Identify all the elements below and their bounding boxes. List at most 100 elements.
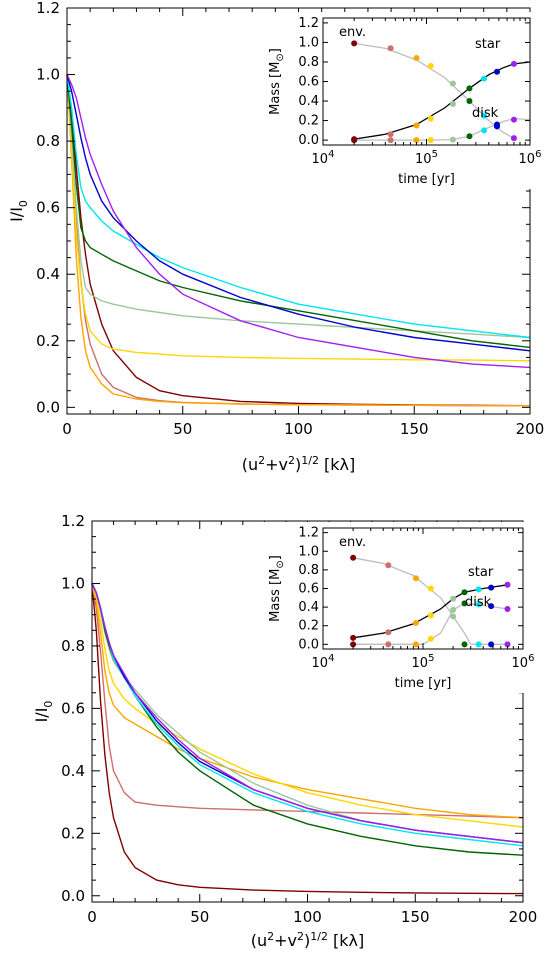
inset-point-env — [427, 585, 434, 592]
inset-y-tick-label: 1.0 — [298, 35, 319, 50]
x-axis-label: (u2+v2)1/2 [kλ] — [242, 454, 356, 474]
inset-chart: 104 105 106 0.0 0.2 0.4 0.6 0.8 1.0 1.2 time [yr] M… — [253, 12, 541, 189]
inset-y-tick-label: 0.8 — [298, 563, 319, 578]
series-line-1 — [91, 583, 524, 819]
series-line-3 — [66, 74, 531, 362]
inset-x-tick-label: 105 — [412, 653, 435, 671]
inset-y-tick-label: 0.0 — [298, 133, 319, 148]
series-line-0 — [91, 583, 524, 895]
inset-point-env — [504, 641, 511, 648]
inset-point-star — [510, 60, 517, 67]
inset-x-tick-label: 105 — [415, 149, 438, 167]
inset-point-env — [481, 112, 488, 119]
inset-point-disk — [385, 641, 392, 648]
y-tick-label: 0.8 — [61, 637, 85, 655]
inset-point-star — [488, 584, 495, 591]
inset-point-disk — [449, 136, 456, 143]
inset-point-disk — [481, 127, 488, 134]
inset-point-disk — [488, 603, 495, 610]
inset-point-disk — [466, 133, 473, 140]
x-tick-label: 50 — [173, 420, 192, 438]
x-tick-label: 200 — [516, 420, 545, 438]
inset-point-env — [412, 575, 419, 582]
inset-point-star — [449, 100, 456, 107]
y-tick-label: 0.8 — [36, 132, 60, 150]
y-tick-label: 1.2 — [36, 0, 60, 17]
inset-chart: 104 105 106 0.0 0.2 0.4 0.6 0.8 1.0 1.2 time [yr] M… — [253, 522, 534, 693]
x-tick-label: 200 — [509, 908, 538, 926]
inset-y-tick-label: 0.6 — [298, 75, 319, 90]
series-line-2 — [91, 583, 524, 819]
series-line-8 — [91, 583, 524, 844]
series-group — [66, 74, 531, 407]
y-axis-label: I/I0 — [32, 701, 55, 723]
y-tick-label: 1.0 — [36, 66, 60, 84]
inset-y-tick-label: 0.4 — [298, 600, 319, 615]
series-line-8 — [66, 74, 531, 369]
inset-point-disk — [413, 137, 420, 144]
series-line-2 — [66, 74, 530, 407]
inset-point-star — [427, 612, 434, 619]
y-tick-label: 0.0 — [36, 398, 60, 416]
y-tick-label: 0.0 — [61, 887, 85, 905]
y-tick-label: 0.6 — [61, 699, 85, 717]
x-tick-label: 100 — [293, 908, 322, 926]
inset-point-env — [450, 613, 457, 620]
inset-point-disk — [504, 605, 511, 612]
inset-y-tick-label: 0.8 — [298, 55, 319, 70]
inset-x-axis-label: time [yr] — [398, 172, 455, 187]
inset-y-tick-label: 0.2 — [298, 619, 319, 634]
inset-point-star — [450, 595, 457, 602]
inset-point-star — [413, 122, 420, 129]
inset-y-tick-label: 1.2 — [298, 16, 319, 31]
x-tick-label: 100 — [284, 420, 313, 438]
inset-annotation-star: star — [468, 565, 494, 580]
inset-annotation-env: env. — [339, 25, 366, 40]
inset-point-star — [385, 629, 392, 636]
inset-x-tick-label: 104 — [312, 653, 335, 671]
inset-annotation-disk: disk — [465, 595, 492, 610]
x-tick-label: 0 — [62, 420, 72, 438]
inset-point-star — [350, 634, 357, 641]
inset-y-tick-label: 0.4 — [298, 94, 319, 109]
inset-point-disk — [387, 137, 394, 144]
top-panel: 0 50 100 150 200 0.0 0.2 0.4 0.6 0.8 1.0 1.2 (u2+v2)… — [7, 0, 544, 474]
inset-point-star — [481, 75, 488, 82]
y-tick-label: 0.6 — [36, 199, 60, 217]
inset-y-axis-label: Mass [M⊙] — [268, 48, 286, 115]
inset-point-star — [412, 619, 419, 626]
inset-point-env — [351, 40, 358, 47]
inset-point-disk — [494, 121, 501, 128]
inset-point-env — [488, 641, 495, 648]
inset-point-star — [466, 85, 473, 92]
x-tick-label: 50 — [190, 908, 209, 926]
inset-point-disk — [427, 137, 434, 144]
inset-x-tick-label: 104 — [312, 149, 335, 167]
inset-annotation-disk: disk — [472, 106, 499, 121]
inset-point-star — [494, 68, 501, 75]
inset-point-env — [387, 45, 394, 52]
inset-background — [253, 522, 527, 693]
inset-point-disk — [450, 606, 457, 613]
inset-point-star — [475, 586, 482, 593]
y-tick-label: 0.4 — [61, 762, 85, 780]
inset-point-env — [466, 98, 473, 105]
y-tick-label: 0.2 — [36, 332, 60, 350]
inset-point-env — [510, 135, 517, 142]
inset-x-axis-label: time [yr] — [395, 676, 452, 691]
inset-curve-env — [352, 557, 472, 645]
inset-point-disk — [461, 600, 468, 607]
series-line-7 — [66, 74, 531, 352]
inset-point-star — [504, 581, 511, 588]
inset-x-tick-label: 106 — [512, 653, 535, 671]
y-tick-label: 1.2 — [61, 512, 85, 530]
inset-point-star — [427, 115, 434, 122]
inset-point-env — [449, 80, 456, 87]
bottom-panel: 0 50 100 150 200 0.0 0.2 0.4 0.6 0.8 1.0 1.2 (u2+v2)… — [32, 512, 537, 950]
inset-point-star — [387, 131, 394, 138]
inset-point-disk — [427, 635, 434, 642]
inset-background — [253, 12, 534, 189]
x-axis-label: (u2+v2)1/2 [kλ] — [251, 930, 365, 950]
inset-y-tick-label: 1.2 — [298, 526, 319, 541]
